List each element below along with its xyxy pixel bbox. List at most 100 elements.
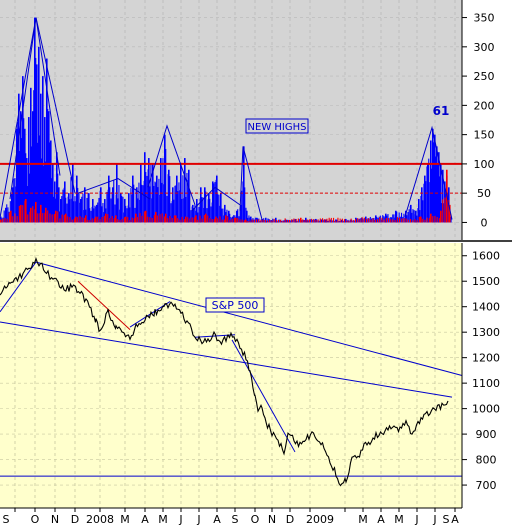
sp500-line [0, 256, 449, 487]
top-bar [133, 218, 135, 223]
top-bar-peak [58, 187, 60, 223]
top-bar [130, 188, 132, 223]
top-bar [107, 214, 109, 223]
top-bar [403, 218, 405, 223]
top-bar [326, 218, 328, 223]
top-bar [170, 203, 172, 223]
top-bar [333, 217, 335, 223]
top-bar [398, 212, 400, 223]
top-bar [113, 218, 115, 223]
top-bar [14, 178, 16, 223]
top-bar-peak [156, 175, 158, 223]
top-bar [352, 220, 354, 223]
x-tick-label: O [251, 513, 260, 526]
x-tick-label: D [286, 513, 294, 526]
bottom-ytick-label: 1600 [472, 250, 500, 263]
top-bar [57, 211, 59, 223]
x-tick-label: M [120, 513, 130, 526]
top-bar-peak [30, 207, 32, 223]
top-bar [173, 215, 175, 223]
top-bar-peak [285, 219, 287, 223]
top-bar [356, 218, 358, 223]
top-bar [59, 211, 61, 223]
top-panel: 0 50 100 150 200 250 300 350 NEW HIGHS 61 [0, 0, 495, 240]
top-bar-peak [38, 46, 40, 223]
top-bar [308, 219, 310, 223]
top-bar [157, 215, 159, 223]
top-bar [157, 187, 159, 223]
top-bar [231, 218, 233, 223]
top-bar [25, 153, 27, 223]
top-bar [359, 219, 361, 223]
top-bar-peak [95, 216, 97, 223]
top-bar [109, 218, 111, 223]
top-bar [426, 217, 428, 223]
top-bar-peak [165, 213, 167, 223]
top-bar [350, 218, 352, 223]
top-bar [47, 210, 49, 223]
top-bar [99, 218, 101, 223]
top-bar [432, 216, 434, 223]
top-trend-line [147, 124, 196, 206]
top-bar-peak [365, 216, 367, 223]
top-bar [37, 213, 39, 223]
top-bar [426, 166, 428, 223]
top-bar [371, 218, 373, 223]
top-bar [260, 219, 262, 223]
top-bar-peak [220, 193, 222, 223]
top-bar [32, 206, 34, 223]
top-bar [193, 217, 195, 223]
top-bar-peak [132, 175, 134, 223]
top-bar [198, 206, 200, 223]
top-trend-line [77, 177, 151, 200]
top-ytick-label: 50 [477, 187, 491, 200]
top-bar [447, 192, 449, 223]
top-bar [65, 197, 67, 223]
top-bar [244, 187, 246, 223]
top-bar [349, 219, 351, 223]
top-bar [207, 215, 209, 223]
top-bar-peak [56, 152, 58, 223]
top-bar-peak [168, 169, 170, 223]
top-y-axis: 0 50 100 150 200 250 300 350 [461, 0, 495, 240]
top-bar [29, 211, 31, 223]
top-bar [397, 217, 399, 223]
top-bar-peak [450, 216, 452, 223]
top-bar [179, 219, 181, 223]
top-bar [239, 219, 241, 223]
top-bar [185, 196, 187, 223]
top-bar [91, 218, 93, 223]
top-bar [267, 220, 269, 223]
top-bar-peak [80, 199, 82, 223]
top-bar-peak [415, 210, 417, 223]
top-bar [416, 215, 418, 223]
top-bar [271, 220, 273, 223]
top-bar [329, 219, 331, 223]
top-bar [186, 172, 188, 223]
top-bar [378, 216, 380, 223]
top-bar-peak [54, 181, 56, 223]
top-bar [194, 204, 196, 223]
top-bar [21, 138, 23, 223]
top-bar [286, 220, 288, 223]
top-bar [448, 200, 450, 223]
top-bar [27, 186, 29, 223]
top-bar-peak [449, 204, 451, 223]
bottom-trend-line [0, 321, 453, 398]
top-bar [141, 184, 143, 223]
top-bar-peak [46, 58, 48, 223]
top-bar [201, 218, 203, 223]
top-bar-peak [240, 204, 242, 223]
top-bar [74, 196, 76, 223]
top-bar [177, 191, 179, 223]
top-bar [414, 219, 416, 223]
top-bar-peak [245, 219, 247, 223]
top-bar [423, 183, 425, 223]
top-bar [264, 219, 266, 223]
top-bar [13, 178, 15, 223]
top-bar [106, 191, 108, 223]
top-bar [281, 220, 283, 223]
top-bar [43, 165, 45, 223]
top-bar [278, 219, 280, 223]
